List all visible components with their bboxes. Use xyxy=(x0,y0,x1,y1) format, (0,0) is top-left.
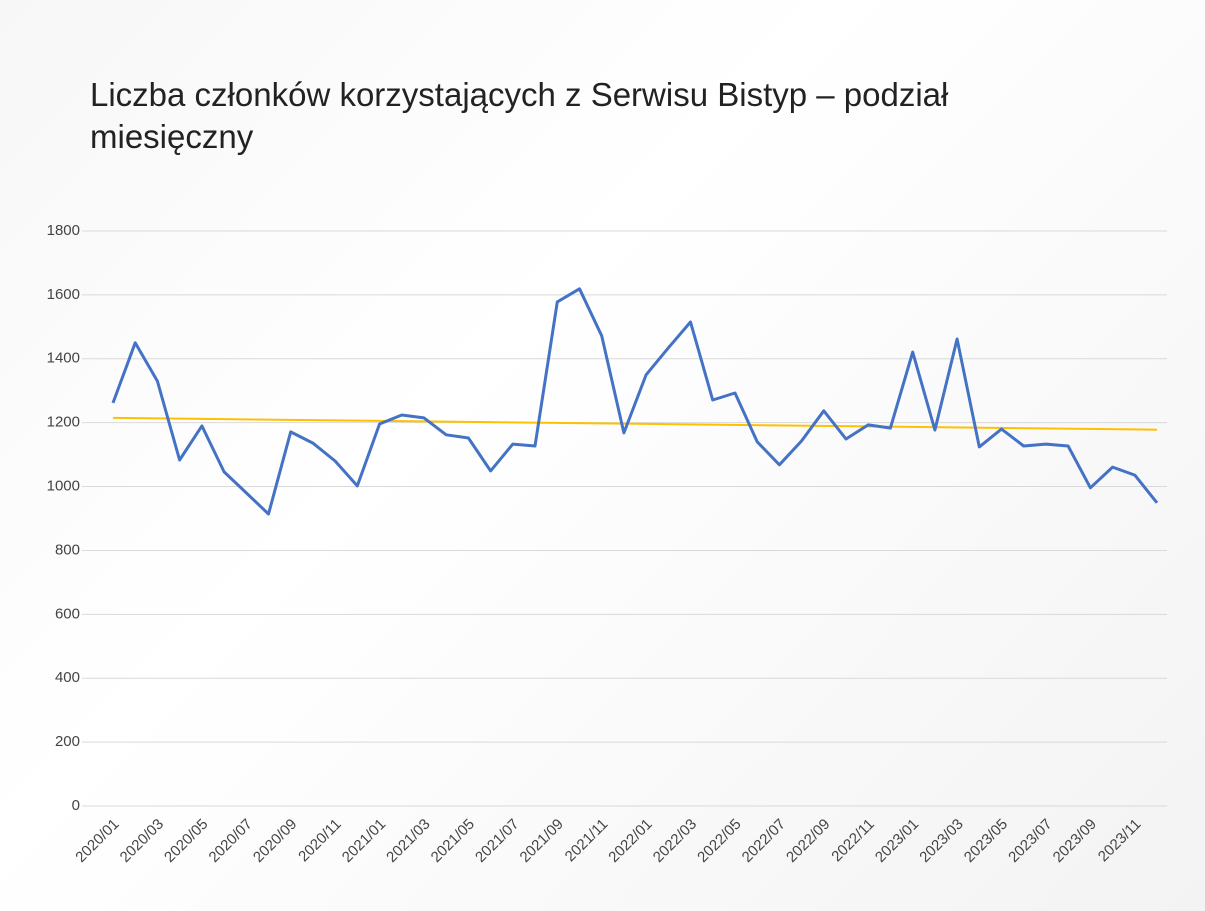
trendline xyxy=(112,416,1158,431)
x-tick-label: 2020/01 xyxy=(72,816,122,866)
x-tick-label: 2022/01 xyxy=(605,816,655,866)
y-tick-label: 400 xyxy=(55,669,80,686)
y-tick-label: 1000 xyxy=(47,478,80,495)
x-tick-label: 2020/05 xyxy=(161,816,211,866)
y-tick-label: 600 xyxy=(55,605,80,622)
x-tick-label: 2021/01 xyxy=(339,816,389,866)
y-tick-label: 1400 xyxy=(47,350,80,367)
x-tick-label: 2020/07 xyxy=(206,816,256,866)
x-tick-label: 2023/09 xyxy=(1050,816,1100,866)
x-tick-label: 2022/05 xyxy=(694,816,744,866)
x-tick-label: 2020/03 xyxy=(117,816,167,866)
x-tick-label: 2023/07 xyxy=(1005,816,1055,866)
x-tick-label: 2022/11 xyxy=(828,816,878,866)
data-line xyxy=(111,287,1159,516)
x-tick-label: 2020/11 xyxy=(295,816,345,866)
x-tick-label: 2022/03 xyxy=(650,816,700,866)
y-tick-label: 1200 xyxy=(47,414,80,431)
y-tick-label: 0 xyxy=(72,797,80,814)
x-tick-label: 2022/07 xyxy=(739,816,789,866)
x-tick-label: 2020/09 xyxy=(250,816,300,866)
y-tick-label: 800 xyxy=(55,541,80,558)
x-tick-label: 2021/09 xyxy=(517,816,567,866)
x-tick-label: 2022/09 xyxy=(783,816,833,866)
x-tick-label: 2023/03 xyxy=(916,816,966,866)
y-tick-label: 1600 xyxy=(47,286,80,303)
x-tick-label: 2023/11 xyxy=(1095,816,1145,866)
x-tick-label: 2021/11 xyxy=(562,816,612,866)
y-tick-label: 200 xyxy=(55,733,80,750)
x-tick-label: 2023/01 xyxy=(872,816,922,866)
chart-title: Liczba członków korzystających z Serwisu… xyxy=(90,76,949,155)
y-tick-label: 1800 xyxy=(47,222,80,239)
x-tick-label: 2021/03 xyxy=(383,816,433,866)
x-tick-label: 2023/05 xyxy=(961,816,1011,866)
x-tick-label: 2021/07 xyxy=(472,816,522,866)
x-tick-label: 2021/05 xyxy=(428,816,478,866)
